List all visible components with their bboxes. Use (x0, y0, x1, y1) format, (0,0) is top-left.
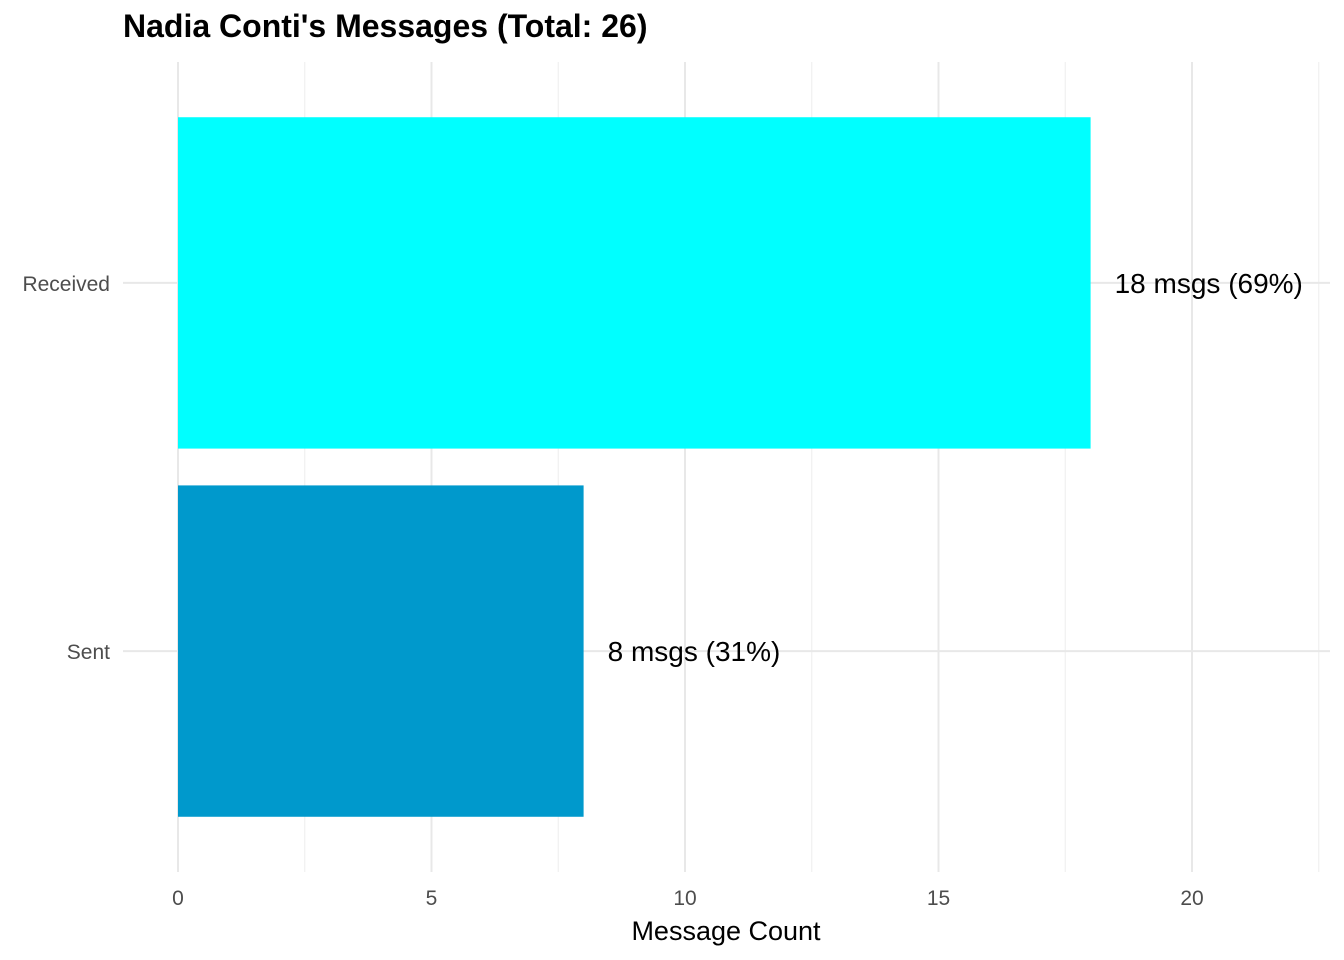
x-tick-label: 0 (172, 887, 184, 910)
x-tick-label: 20 (1180, 887, 1203, 910)
bar-sent (178, 485, 584, 817)
data-label-sent: 8 msgs (31%) (608, 636, 781, 667)
chart-title: Nadia Conti's Messages (Total: 26) (123, 8, 648, 44)
bars (178, 117, 1091, 817)
x-tick-label: 10 (673, 887, 696, 910)
x-tick-labels: 0 5 10 15 20 (172, 887, 1204, 910)
x-tick-label: 5 (426, 887, 438, 910)
category-label-received: Received (22, 273, 110, 296)
category-labels: Received Sent (22, 273, 110, 664)
bar-received (178, 117, 1091, 449)
data-labels: 18 msgs (69%) 8 msgs (31%) (608, 268, 1303, 667)
category-label-sent: Sent (67, 641, 110, 664)
x-tick-label: 15 (927, 887, 950, 910)
data-label-received: 18 msgs (69%) (1115, 268, 1303, 299)
x-axis-title: Message Count (631, 916, 821, 946)
